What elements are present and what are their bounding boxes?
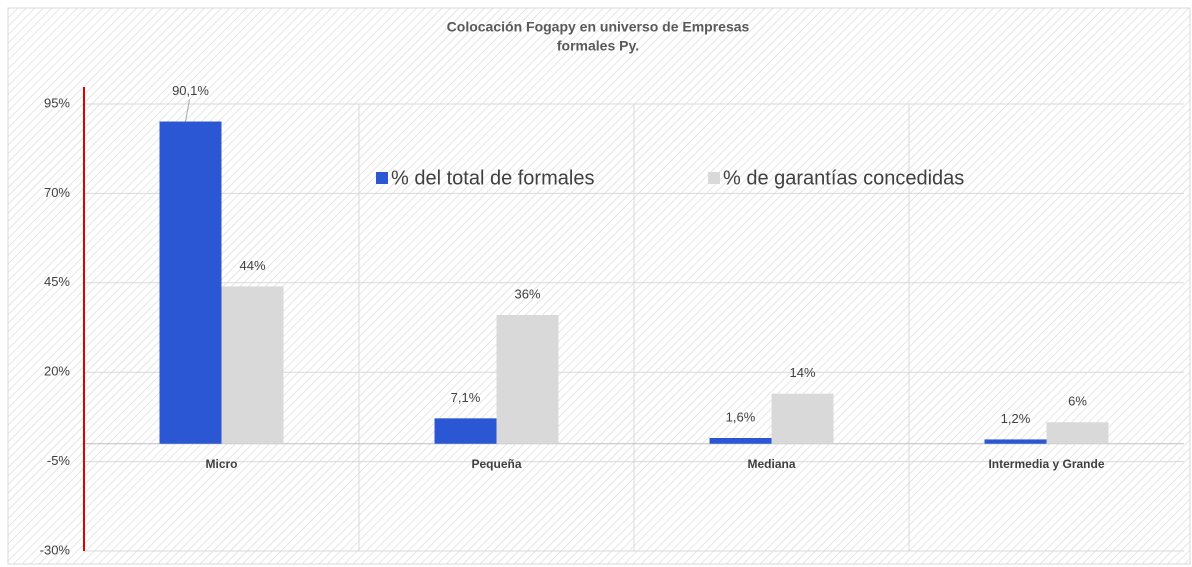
data-label: 90,1% [172, 83, 209, 98]
data-label: 1,2% [1001, 411, 1031, 426]
leader-line [185, 99, 190, 122]
x-tick-label: Pequeña [471, 457, 521, 471]
chart-title: formales Py. [557, 38, 639, 54]
y-tick-label: -30% [40, 542, 71, 557]
data-label: 14% [789, 365, 815, 380]
bar [496, 314, 559, 444]
y-tick-label: 70% [44, 185, 70, 200]
y-tick-label: -5% [47, 453, 71, 468]
bar [1046, 422, 1109, 444]
data-label: 44% [239, 258, 265, 273]
y-tick-label: 95% [44, 95, 70, 110]
x-tick-label: Intermedia y Grande [988, 457, 1104, 471]
y-tick-label: 20% [44, 364, 70, 379]
bar [984, 439, 1047, 444]
data-label: 36% [514, 286, 540, 301]
data-label: 1,6% [726, 409, 756, 424]
data-label: 6% [1068, 394, 1087, 409]
chart-title: Colocación Fogapy en universo de Empresa… [447, 19, 750, 35]
legend-label: % de garantías concedidas [723, 167, 964, 189]
bar [434, 418, 497, 444]
bar [709, 437, 772, 444]
data-label: 7,1% [451, 390, 481, 405]
x-tick-label: Micro [205, 457, 237, 471]
legend-swatch [376, 172, 388, 184]
bar [159, 121, 222, 444]
bar [771, 393, 834, 444]
legend-swatch [708, 172, 720, 184]
x-tick-label: Mediana [747, 457, 795, 471]
bar [221, 286, 284, 444]
legend-label: % del total de formales [391, 167, 594, 189]
y-tick-label: 45% [44, 274, 70, 289]
